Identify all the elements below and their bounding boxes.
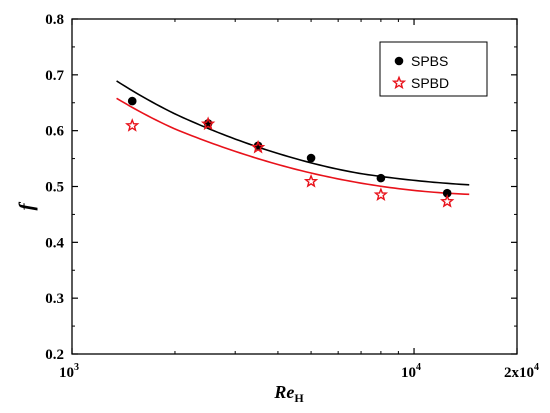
data-point-spbs <box>442 188 452 198</box>
data-point-spbd <box>440 194 455 208</box>
y-tick-label: 0.8 <box>45 12 64 28</box>
y-axis-ticks: 0.2 0.3 0.4 0.5 0.6 0.7 0.8 <box>45 12 517 363</box>
x-tick-label: 103 <box>59 362 79 381</box>
x-axis-ticks: 103 104 2x104 <box>59 19 539 381</box>
y-tick-label: 0.3 <box>45 291 64 307</box>
x-tick-label-exponent: 4 <box>416 362 421 373</box>
legend-label-spbs: SPBS <box>411 53 448 69</box>
legend-marker-spbd <box>391 75 407 90</box>
y-tick-label: 0.6 <box>45 124 64 140</box>
y-tick-label: 0.5 <box>45 180 64 196</box>
x-axis-title-sub: H <box>294 391 304 405</box>
fit-line-spbd <box>116 97 470 196</box>
x-tick-label-exponent: 3 <box>74 362 79 373</box>
data-point-spbd <box>303 173 319 188</box>
fit-line-spbs <box>116 80 470 186</box>
data-point-spbd <box>125 118 140 132</box>
data-point-spbs <box>376 173 386 183</box>
legend-label-spbd: SPBD <box>411 75 449 91</box>
x-tick-label: 104 <box>401 362 421 381</box>
plot-layer <box>116 80 470 208</box>
data-point-spbd <box>250 139 266 154</box>
data-point-spbs <box>127 96 137 106</box>
x-axis-title: ReH <box>273 382 304 405</box>
x-tick-label-base: 10 <box>401 365 416 381</box>
data-point-spbd <box>373 187 389 201</box>
legend-marker-spbs <box>394 56 404 66</box>
y-tick-label: 0.2 <box>45 347 64 363</box>
data-point-spbs <box>306 153 316 163</box>
x-axis-title-main: Re <box>273 382 294 402</box>
x-tick-label: 2x104 <box>504 362 539 381</box>
x-tick-label-base: 2x10 <box>504 365 534 381</box>
data-point-spbd <box>200 116 216 131</box>
legend-box <box>379 41 488 97</box>
legend: SPBS SPBD <box>379 41 488 97</box>
x-tick-label-exponent: 4 <box>534 362 539 373</box>
y-axis-title: f <box>14 202 38 211</box>
y-tick-label: 0.4 <box>45 235 64 251</box>
y-tick-label: 0.7 <box>45 68 64 84</box>
x-tick-label-base: 10 <box>59 365 74 381</box>
